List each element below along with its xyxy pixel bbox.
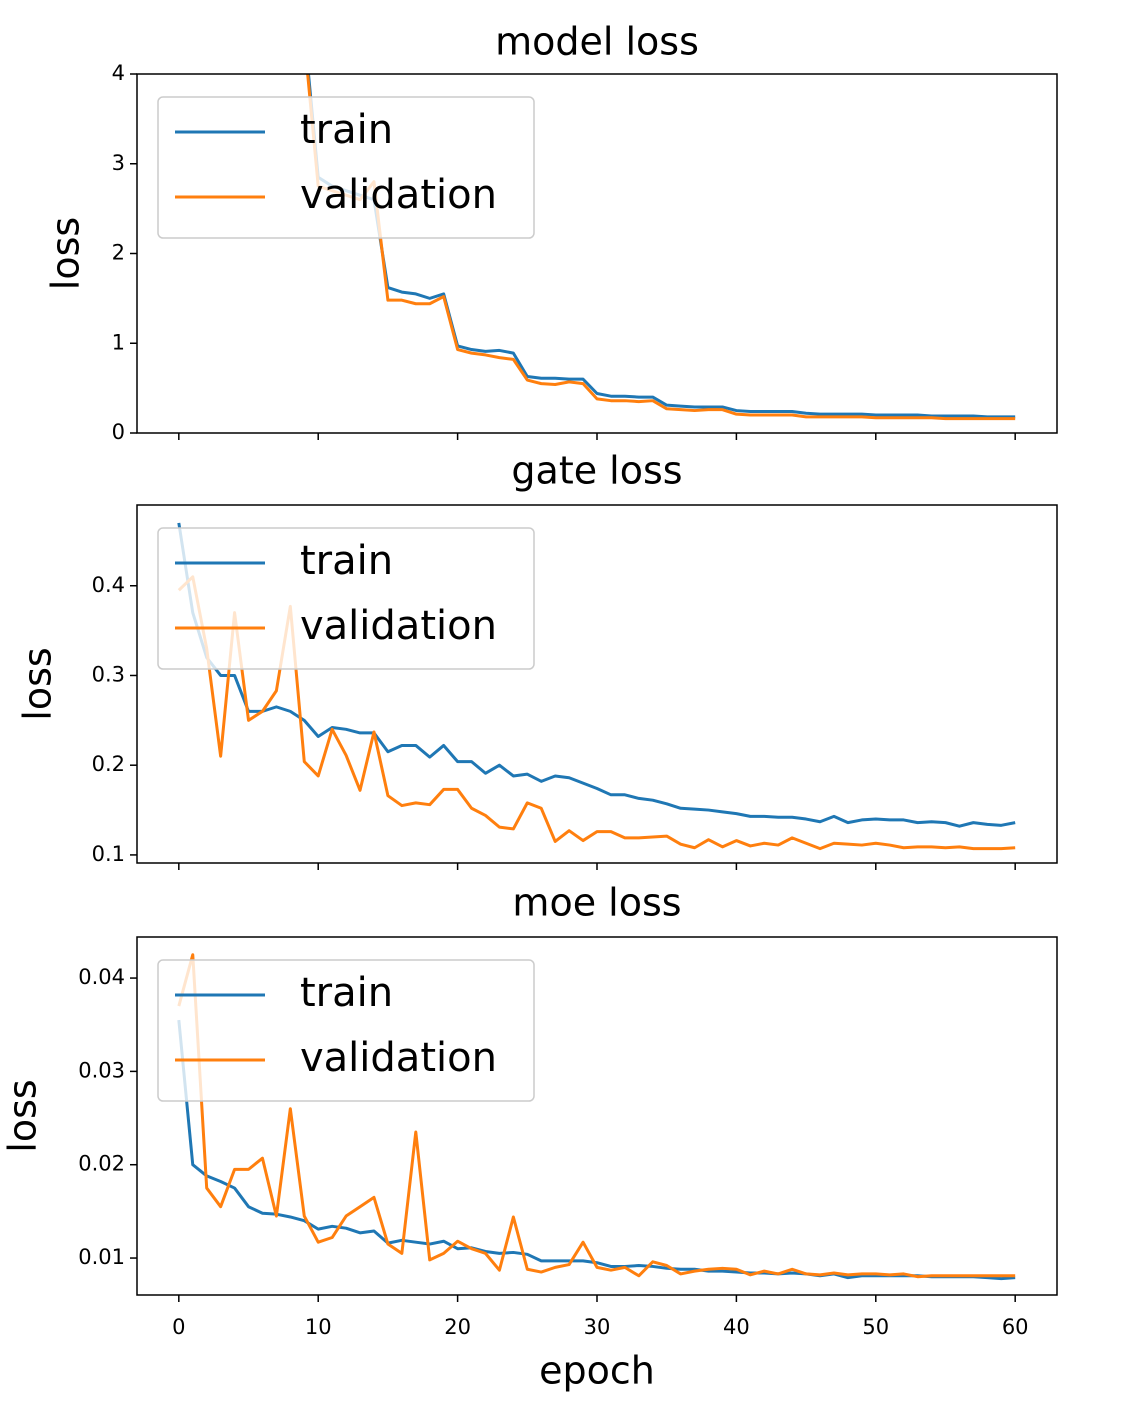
- plot-area: [177, 953, 1016, 1281]
- y-tick-label: 0.04: [78, 965, 125, 989]
- y-axis-label: loss: [44, 217, 88, 290]
- y-tick-label: 2: [112, 241, 125, 265]
- series-line: [177, 575, 1016, 851]
- legend-label: train: [300, 970, 393, 1016]
- series-line: [177, 1019, 1016, 1281]
- axes-frame: [136, 73, 1058, 434]
- plot-area: [177, 522, 1016, 851]
- y-tick-label: 0.01: [78, 1245, 125, 1269]
- series-line: [177, 522, 1016, 828]
- legend-label: validation: [300, 172, 497, 218]
- x-tick-label: 40: [723, 1315, 750, 1339]
- legend-label: validation: [300, 1035, 497, 1081]
- y-tick-label: 0.3: [92, 662, 125, 686]
- y-axis-label: loss: [16, 647, 60, 720]
- x-tick-label: 30: [584, 1315, 611, 1339]
- chart-title: moe loss: [512, 881, 681, 925]
- x-tick-label: 20: [444, 1315, 471, 1339]
- y-tick-label: 3: [112, 151, 125, 175]
- y-tick-label: 0.2: [92, 752, 125, 776]
- x-tick-label: 50: [862, 1315, 889, 1339]
- legend-label: train: [300, 107, 393, 153]
- legend-label: train: [300, 538, 393, 584]
- legend-label: validation: [300, 603, 497, 649]
- y-tick-label: 0.4: [92, 573, 125, 597]
- y-axis-label: loss: [1, 1079, 45, 1152]
- series-line: [177, 953, 1016, 1279]
- y-tick-label: 1: [112, 330, 125, 354]
- y-tick-label: 0: [112, 420, 125, 444]
- y-tick-label: 4: [112, 61, 125, 85]
- chart-title: model loss: [495, 20, 699, 64]
- chart-title: gate loss: [511, 449, 682, 493]
- y-tick-label: 0.1: [92, 842, 125, 866]
- x-tick-label: 0: [172, 1315, 185, 1339]
- y-tick-label: 0.02: [78, 1152, 125, 1176]
- x-axis-label: epoch: [539, 1349, 655, 1393]
- axes-frame: [136, 504, 1058, 864]
- x-tick-label: 60: [1002, 1315, 1029, 1339]
- axes-frame: [136, 936, 1058, 1296]
- y-tick-label: 0.03: [78, 1058, 125, 1082]
- x-tick-label: 10: [305, 1315, 332, 1339]
